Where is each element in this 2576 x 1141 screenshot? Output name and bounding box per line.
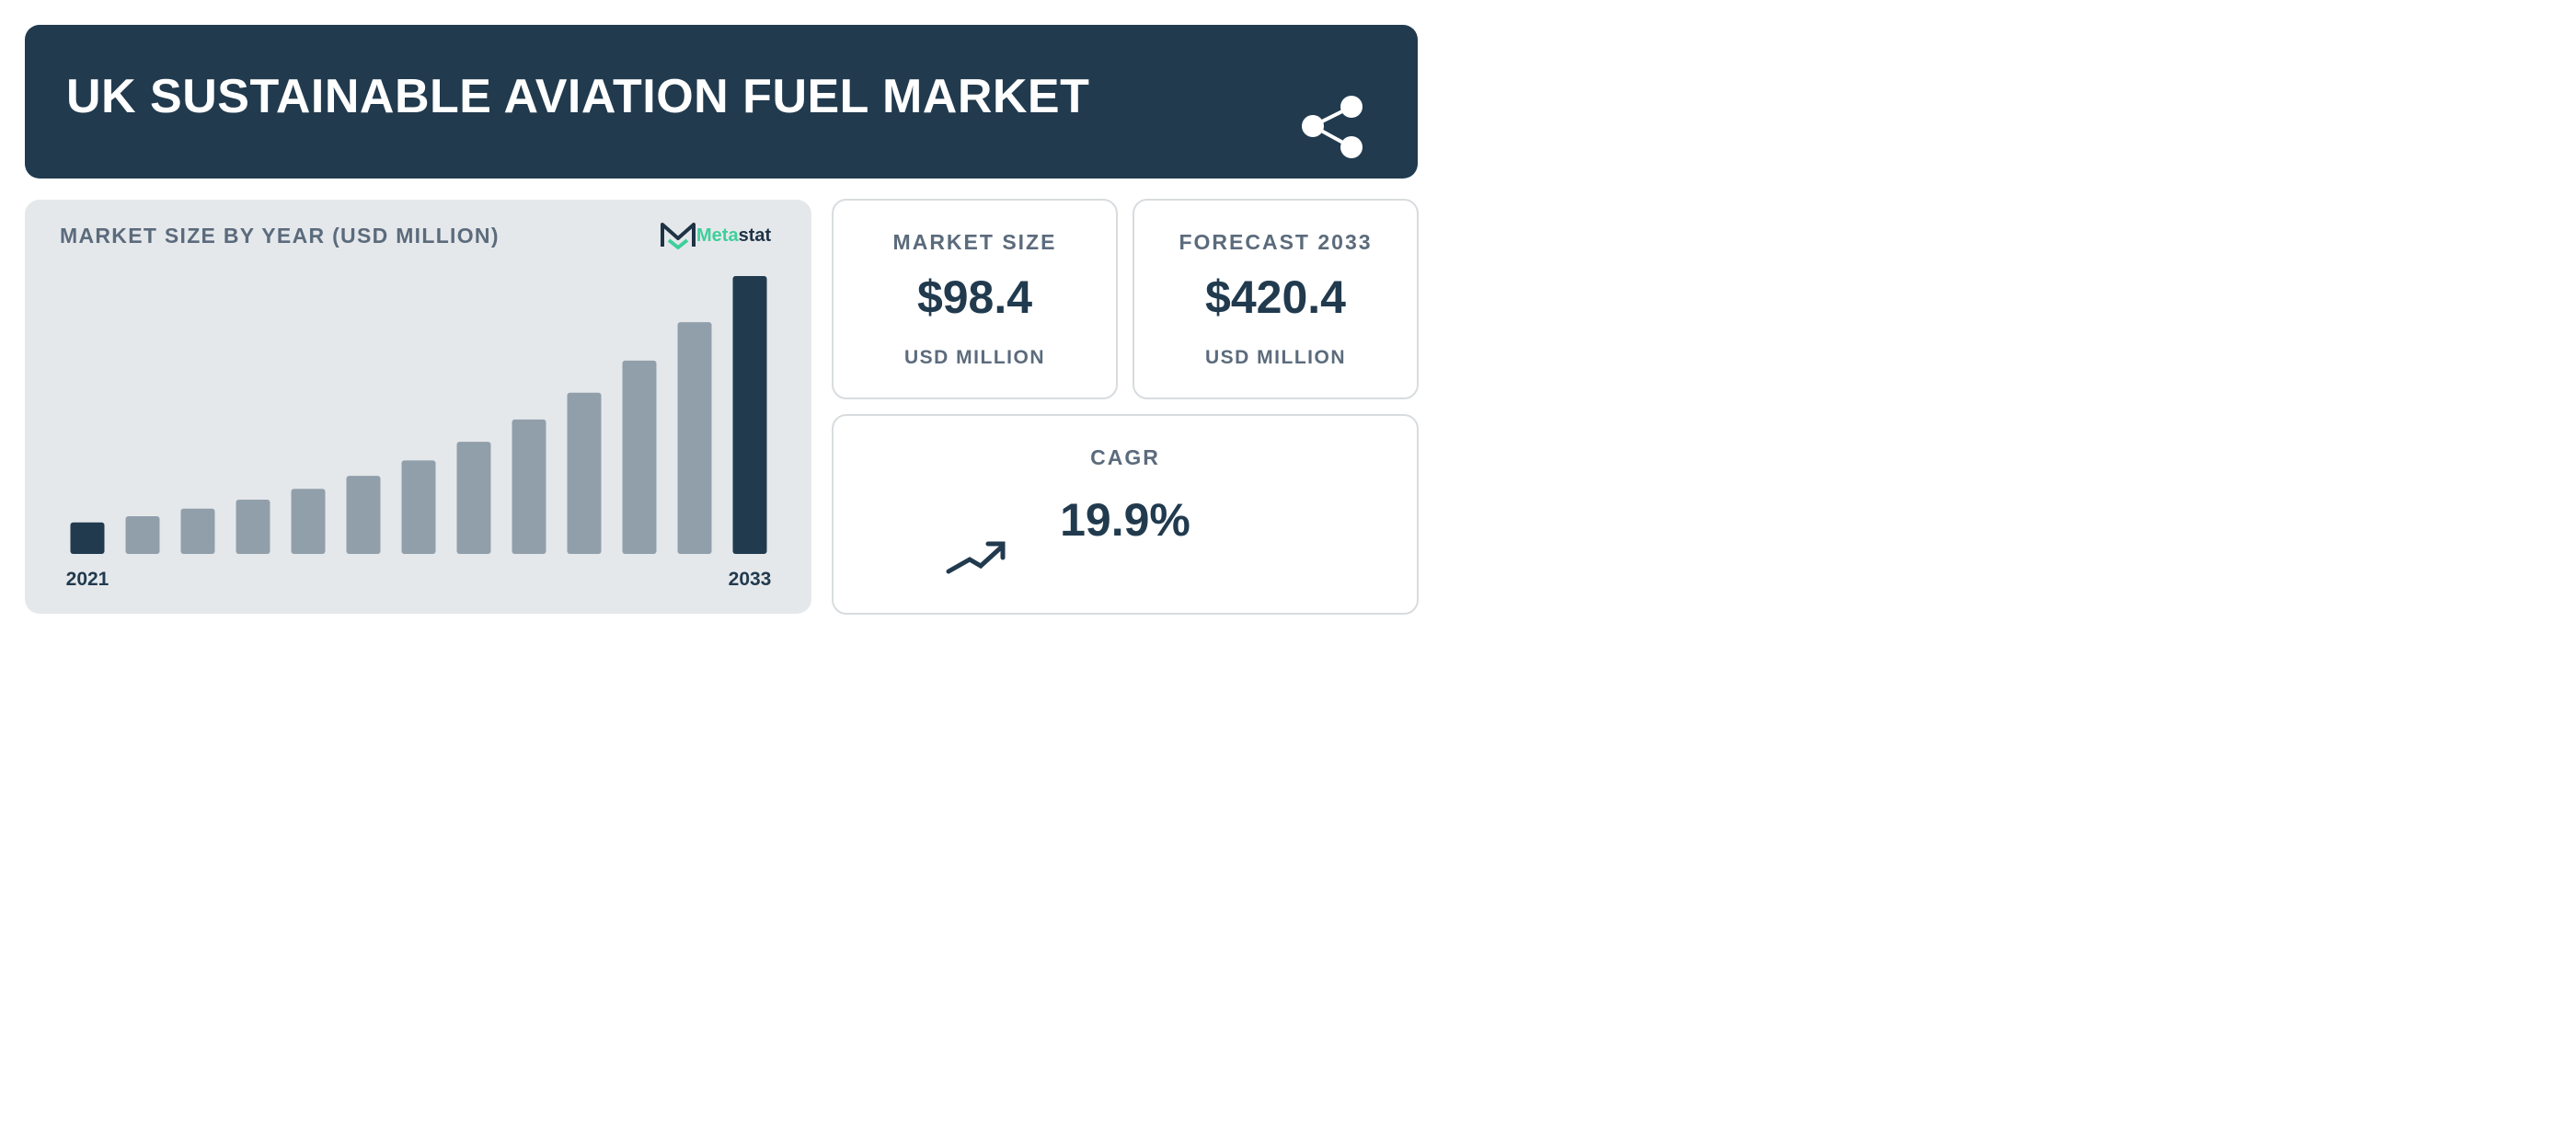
metastat-logo: Metastat: [661, 222, 771, 249]
cagr-card: CAGR 19.9%: [832, 414, 1419, 615]
market-size-unit: USD MILLION: [904, 347, 1045, 368]
bar-2030: [567, 392, 602, 554]
bar-2022: [125, 515, 160, 554]
bar-2032: [677, 322, 712, 554]
cagr-value: 19.9%: [1060, 494, 1190, 546]
logo-text: Metastat: [696, 225, 771, 247]
market-size-label: MARKET SIZE: [892, 230, 1057, 254]
bar-2028: [456, 442, 491, 554]
bar-2021: [70, 522, 105, 554]
chart-title: MARKET SIZE BY YEAR (USD MILLION): [60, 224, 500, 248]
logo-text-meta: Meta: [696, 225, 739, 246]
bar-2033: [732, 276, 767, 554]
logo-text-stat: stat: [738, 225, 772, 246]
market-size-value: $98.4: [916, 271, 1033, 323]
metastat-logo-mark: [661, 223, 696, 249]
x-tick-label-2033: 2033: [729, 569, 772, 590]
bar-2023: [180, 508, 215, 554]
x-tick-label-2021: 2021: [66, 569, 109, 590]
forecast-value: $420.4: [1205, 271, 1346, 323]
bar-2024: [236, 500, 270, 554]
bar-2026: [346, 476, 381, 554]
forecast-label: FORECAST 2033: [1179, 230, 1373, 254]
cagr-label: CAGR: [1090, 445, 1160, 469]
bar-chart: 2021 2033: [66, 276, 772, 590]
bar-2031: [622, 360, 657, 554]
forecast-unit: USD MILLION: [1205, 347, 1346, 368]
bar-2025: [291, 489, 326, 554]
share-icon[interactable]: [1300, 95, 1366, 161]
bar-2027: [401, 460, 436, 554]
chart-card: MARKET SIZE BY YEAR (USD MILLION) Metast…: [25, 200, 811, 614]
forecast-card: FORECAST 2033 $420.4 USD MILLION: [1133, 199, 1419, 399]
trend-up-icon: [946, 541, 1006, 574]
bar-2029: [512, 419, 546, 554]
header-banner: UK SUSTAINABLE AVIATION FUEL MARKET: [25, 25, 1418, 179]
market-size-card: MARKET SIZE $98.4 USD MILLION: [832, 199, 1118, 399]
page-title: UK SUSTAINABLE AVIATION FUEL MARKET: [66, 70, 1090, 123]
